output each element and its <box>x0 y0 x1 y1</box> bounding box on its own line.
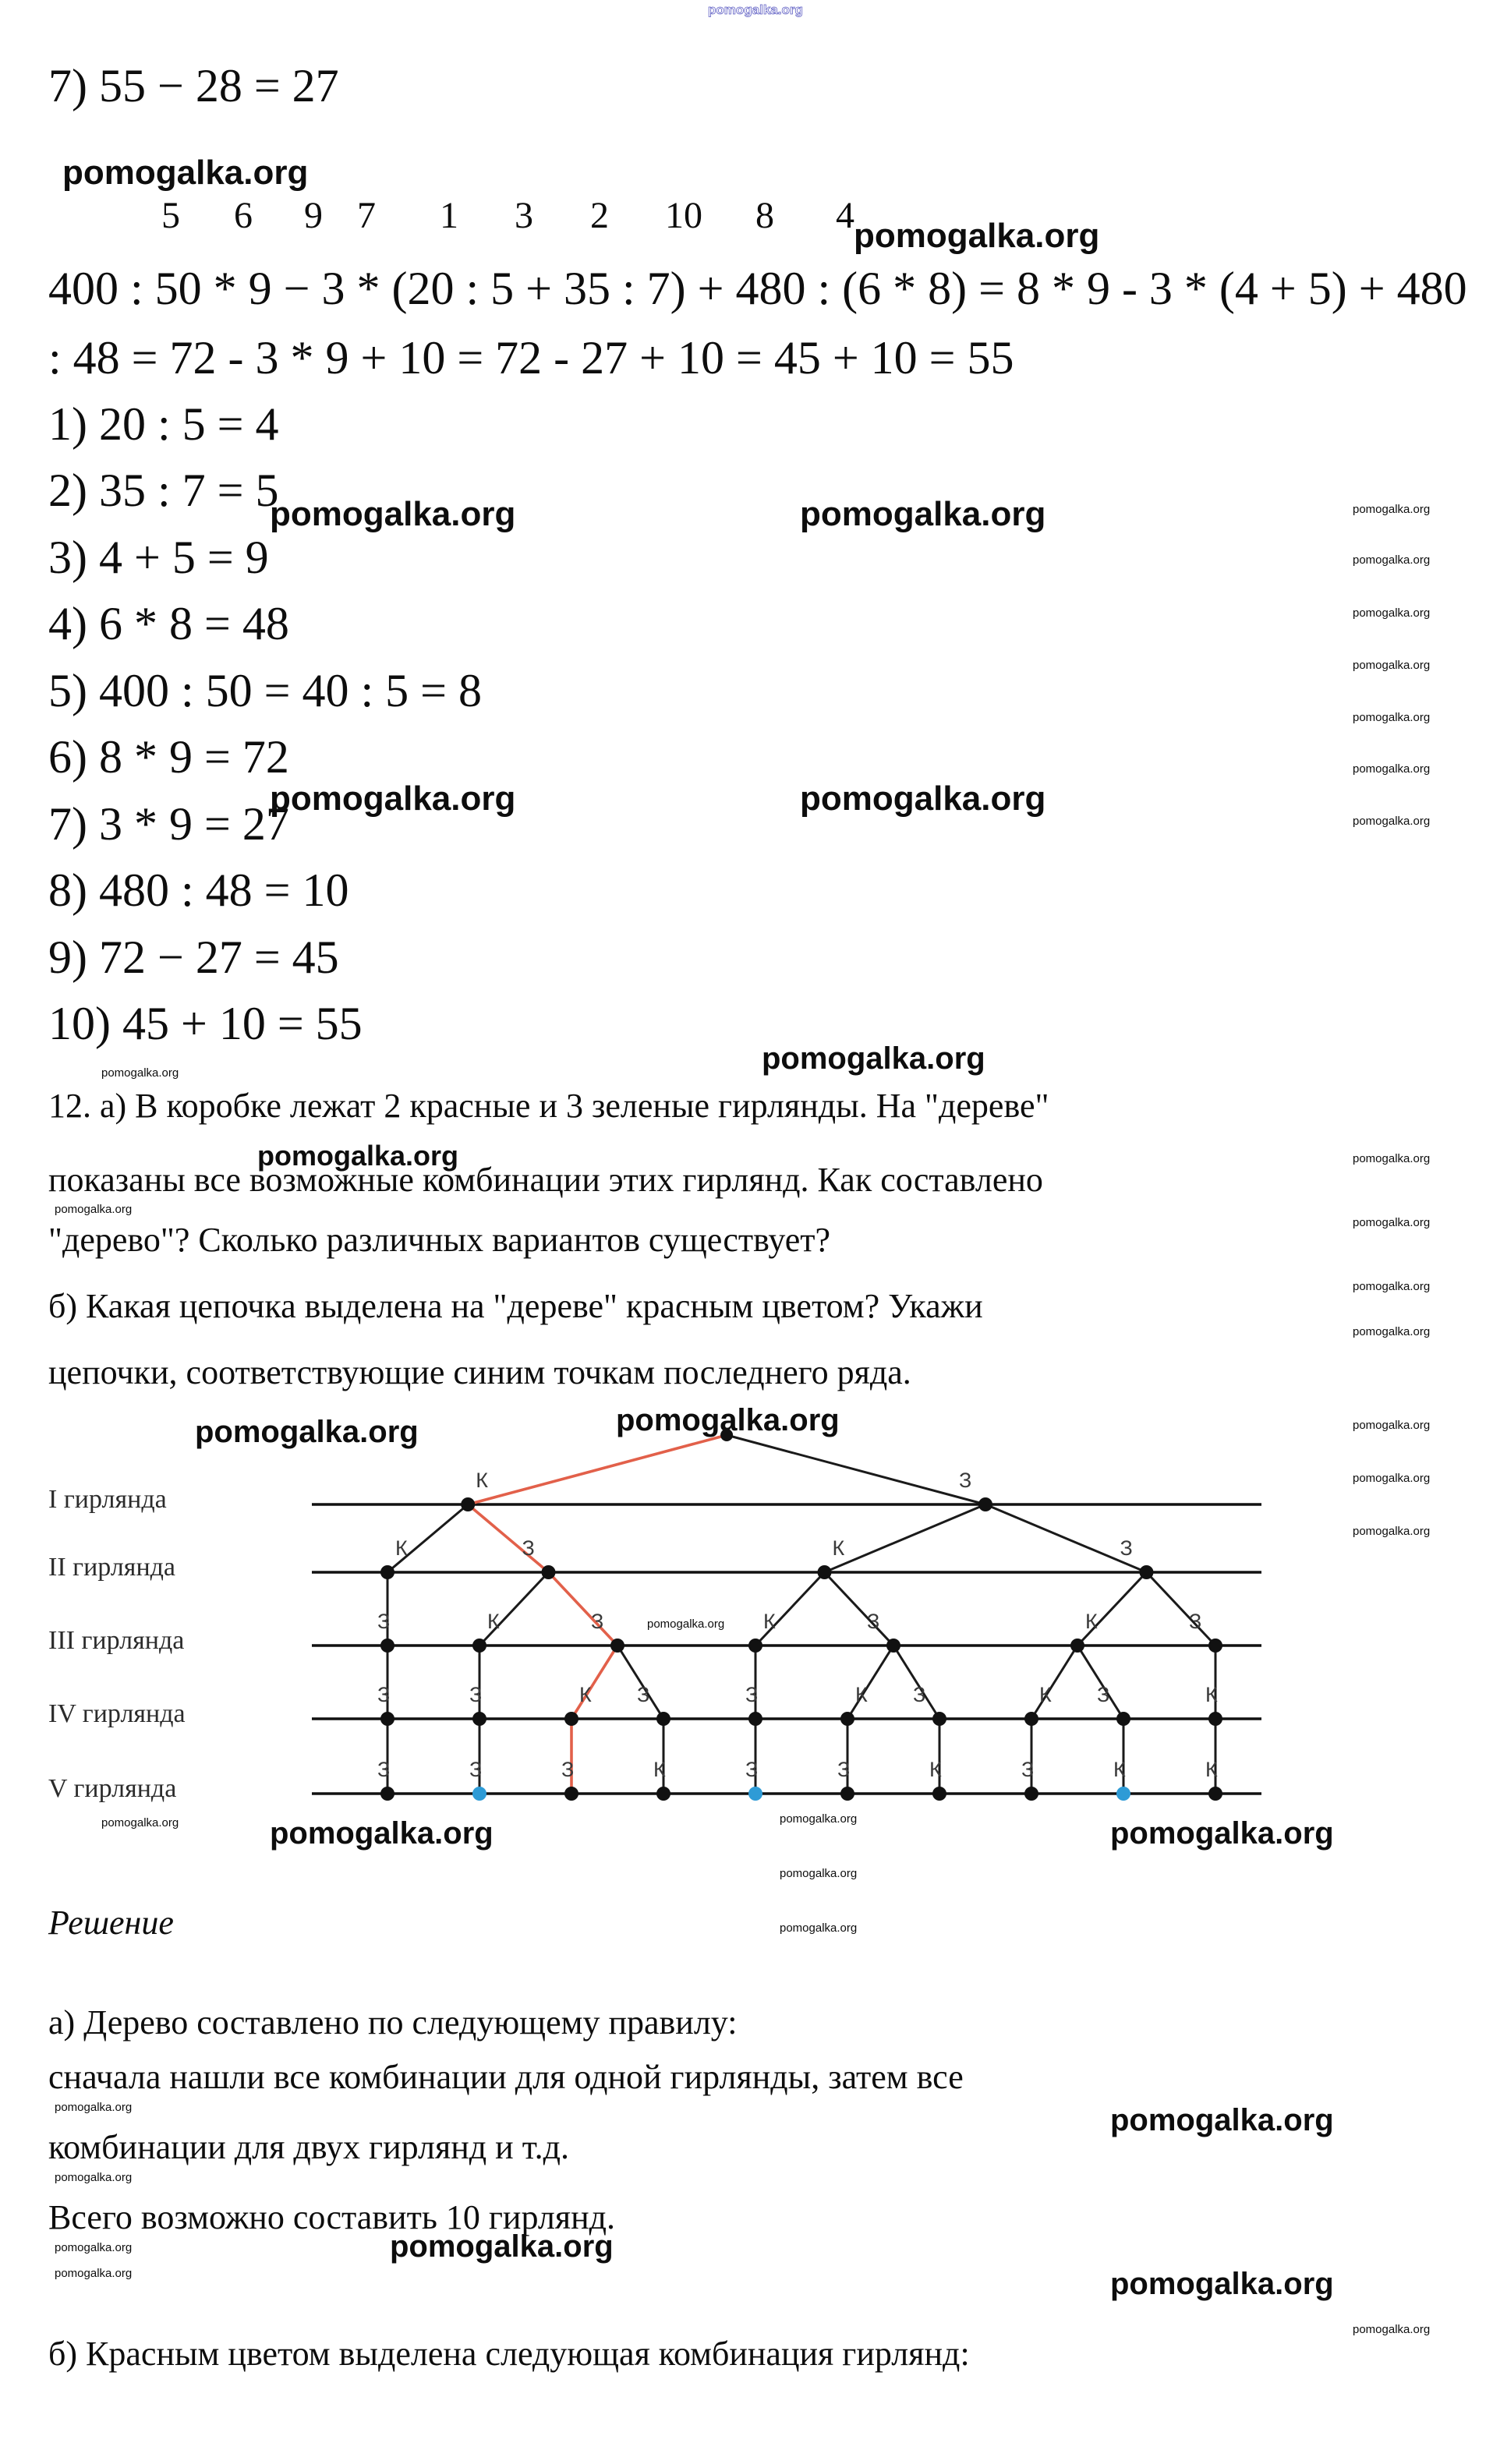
svg-text:З: З <box>377 1683 390 1706</box>
svg-text:К: К <box>395 1536 408 1560</box>
svg-text:З: З <box>913 1683 925 1706</box>
svg-text:З: З <box>469 1683 482 1706</box>
svg-text:З: З <box>561 1758 574 1781</box>
svg-text:З: З <box>637 1683 649 1706</box>
svg-text:З: З <box>745 1758 758 1781</box>
svg-text:К: К <box>1039 1683 1052 1706</box>
svg-text:З: З <box>837 1758 850 1781</box>
svg-text:К: К <box>833 1536 845 1560</box>
svg-text:З: З <box>867 1610 879 1633</box>
svg-text:К: К <box>476 1469 488 1492</box>
svg-text:З: З <box>1120 1536 1133 1560</box>
svg-text:К: К <box>579 1683 592 1706</box>
svg-text:К: К <box>487 1610 500 1633</box>
svg-text:З: З <box>377 1610 390 1633</box>
svg-text:З: З <box>591 1610 603 1633</box>
svg-text:З: З <box>1097 1683 1109 1706</box>
svg-text:З: З <box>1021 1758 1034 1781</box>
svg-text:К: К <box>1205 1683 1218 1706</box>
svg-text:К: К <box>1205 1758 1218 1781</box>
svg-text:К: К <box>929 1758 942 1781</box>
svg-text:З: З <box>959 1469 971 1492</box>
svg-text:К: К <box>1113 1758 1126 1781</box>
svg-text:З: З <box>745 1683 758 1706</box>
svg-text:К: К <box>855 1683 868 1706</box>
svg-text:З: З <box>469 1758 482 1781</box>
svg-text:К: К <box>1085 1610 1098 1633</box>
svg-text:К: К <box>653 1758 666 1781</box>
svg-text:К: К <box>763 1610 776 1633</box>
svg-text:З: З <box>1189 1610 1201 1633</box>
svg-text:З: З <box>522 1536 535 1560</box>
svg-text:З: З <box>377 1758 390 1781</box>
